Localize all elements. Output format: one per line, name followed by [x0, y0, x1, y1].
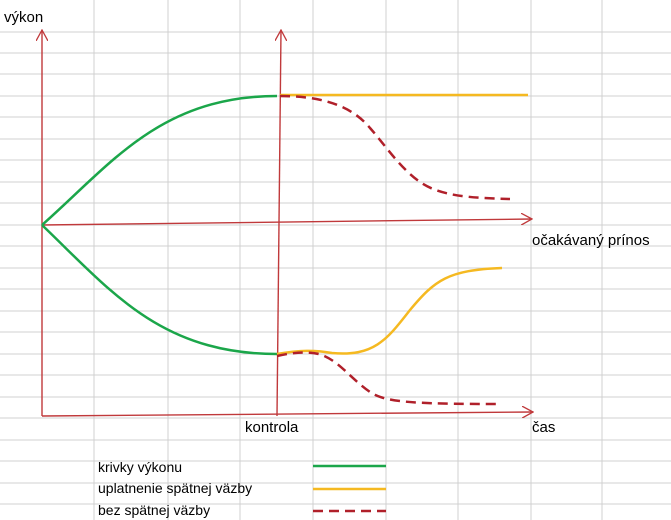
legend: krivky výkonu uplatnenie spätnej väzby b… [98, 459, 386, 518]
legend-label-no-feedback: bez spätnej väzby [98, 502, 210, 518]
y-axis-label: výkon [4, 9, 43, 26]
performance-curve-upper [41, 94, 278, 226]
performance-curve-lower [41, 224, 278, 356]
x-axis [41, 412, 533, 416]
legend-label-performance: krivky výkonu [98, 459, 182, 475]
checkpoint-axis [277, 30, 281, 417]
x-axis-label: čas [532, 419, 555, 436]
no-feedback-curve-upper [279, 94, 511, 201]
no-feedback-curve-lower [276, 351, 499, 406]
axes [42, 30, 533, 416]
feedback-curve-lower [276, 266, 503, 356]
checkpoint-label: kontrola [245, 419, 299, 436]
expected-benefit-label: očakávaný prínos [532, 232, 650, 249]
expected-benefit-axis [41, 219, 532, 226]
legend-label-feedback: uplatnenie spätnej väzby [98, 480, 252, 496]
